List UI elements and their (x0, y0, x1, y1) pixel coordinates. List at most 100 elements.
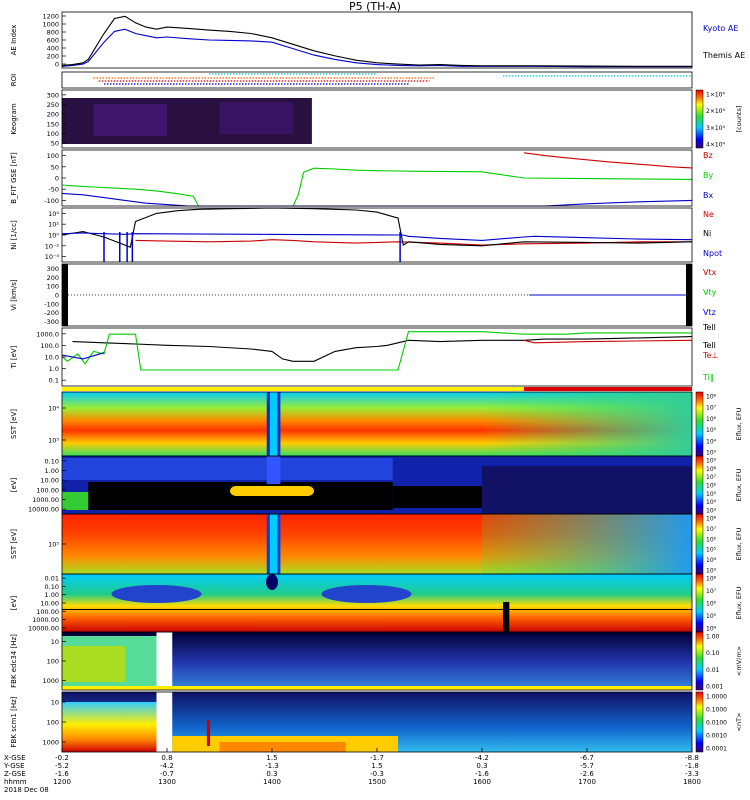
colorbar-tick-label: 0.0001 (706, 746, 727, 753)
colorbar-tick-label: 10⁷ (706, 405, 717, 412)
y-tick-label: -200 (44, 309, 59, 317)
colorbar (695, 573, 704, 633)
series-themisae-line (61, 15, 692, 67)
colorbar-tick-label: 10⁵ (706, 427, 717, 434)
colorbar-tick-label: 10⁹ (706, 458, 717, 465)
y-tick-label: 300 (47, 265, 59, 273)
y-tick-label: 0.1 (49, 377, 59, 385)
esa-ion-green (62, 492, 89, 510)
x-row-label: Y-GSE (3, 762, 25, 770)
legend-label: Tell (702, 323, 716, 332)
y-tick-label: 1200 (42, 13, 59, 21)
series-kyotoae-line (61, 28, 692, 68)
colorbar-tick-label: 10⁶ (706, 416, 717, 423)
colorbar-tick-label: 3×10⁴ (706, 125, 725, 132)
colorbar-tick-label: 10⁶ (706, 601, 717, 608)
colorbar-tick-label: 1×10⁴ (706, 92, 725, 99)
x-row-value: -8.8 (685, 754, 699, 762)
x-row-value: -0.3 (370, 770, 384, 778)
fbk-b-low-core (219, 742, 346, 752)
colorbar-label: Eflux, EFU (735, 468, 743, 501)
y-tick-label: 10.0 (45, 354, 59, 362)
y-tick-label: 100 (47, 719, 59, 727)
y-axis-label: ROI (10, 74, 18, 86)
colorbar-tick-label: 10⁸ (706, 516, 717, 523)
legend-label: Bx (703, 191, 713, 200)
y-tick-label: 250 (47, 101, 59, 109)
plot-title: P5 (TH-A) (349, 0, 401, 13)
region-bar-red (524, 387, 692, 391)
y-axis-label: SST [eV] (10, 409, 18, 439)
esa-ion-upper (62, 458, 393, 480)
y-axis-label: B_FIT GSE [nT] (10, 152, 18, 204)
fbk-b-spike (206, 720, 211, 746)
fbk-e-early-core (62, 646, 125, 682)
esa-electron-spike (503, 602, 510, 632)
y-tick-label: 150 (47, 120, 59, 128)
x-row-value: 0.3 (266, 770, 277, 778)
x-row-value: 1700 (578, 778, 596, 786)
y-tick-label: 1.00 (45, 467, 59, 475)
colorbar-label: <nT> (735, 713, 743, 732)
esa-electron-core (266, 574, 278, 590)
colorbar-tick-label: 10⁷ (706, 588, 717, 595)
esa-electron-blob (111, 585, 202, 603)
y-tick-label: 0 (55, 175, 59, 183)
legend-label: Ni (703, 229, 711, 238)
colorbar-tick-label: 10⁸ (706, 466, 717, 473)
y-tick-label: 10.00 (40, 600, 59, 608)
series-bx-line (61, 192, 693, 207)
x-row-label: X-GSE (4, 754, 26, 762)
colorbar-tick-label: 10⁵ (706, 613, 717, 620)
y-tick-label: 10⁰ (48, 232, 59, 240)
legend-label: Ne (703, 210, 714, 219)
colorbar-label: Eflux, EFU (735, 586, 743, 619)
legend-label: Te⊥ (702, 351, 718, 360)
legend-label: Tell (702, 341, 716, 350)
series-ti-line (61, 352, 105, 360)
y-tick-label: -100 (44, 300, 59, 308)
sst-ion-gap-core (269, 392, 278, 456)
x-row-value: -4.2 (160, 762, 174, 770)
y-tick-label: 10 (51, 638, 59, 646)
date-label: 2018 Dec 08 (4, 786, 49, 794)
series-ne-line (135, 239, 692, 246)
fbk-b-data-gap (156, 692, 173, 752)
esa-ion-cap (230, 486, 314, 496)
colorbar-tick-label: 0.0100 (706, 720, 727, 727)
x-row-value: 1.5 (371, 762, 382, 770)
x-row-value: 1500 (368, 778, 386, 786)
series-npot-line (61, 232, 693, 241)
legend-label: Bz (703, 151, 713, 160)
x-row-value: -1.7 (370, 754, 384, 762)
x-row-value: -3.3 (685, 770, 699, 778)
sst-electron-gap-core (269, 514, 278, 574)
y-tick-label: 10 (51, 699, 59, 707)
legend-label: Vty (703, 288, 717, 297)
y-axis-label: Ni [1/cc] (10, 220, 18, 250)
y-axis-label: SST [eV] (10, 529, 18, 559)
colorbar-tick-label: 10⁴ (706, 626, 717, 633)
esa-ion-dark (392, 486, 482, 508)
legend-label: Vtz (703, 308, 716, 317)
colorbar-tick-label: 0.0010 (706, 733, 727, 740)
colorbar (695, 89, 704, 149)
colorbar-tick-label: 10³ (706, 508, 717, 515)
series-ni-line (61, 207, 693, 248)
fbk-e-data-gap (156, 632, 173, 690)
colorbar-tick-label: 1.00 (706, 634, 720, 641)
y-tick-label: 0.01 (45, 575, 59, 583)
y-tick-label: 0 (55, 61, 59, 69)
legend-label: Npot (703, 249, 722, 258)
legend-label: Ti⊥ (702, 0, 717, 2)
y-tick-label: 0.10 (45, 583, 59, 591)
x-row-value: -5.2 (55, 762, 69, 770)
y-tick-label: 1000.00 (32, 496, 59, 504)
colorbar-tick-label: 0.001 (706, 684, 723, 691)
y-tick-label: 10⁴ (48, 210, 59, 218)
colorbar-tick-label: 10⁸ (706, 576, 717, 583)
x-row-label: hhmm (4, 778, 27, 786)
y-tick-label: 10⁵ (48, 437, 59, 445)
spectrogram-layer (62, 73, 692, 752)
y-tick-label: -300 (44, 318, 59, 326)
